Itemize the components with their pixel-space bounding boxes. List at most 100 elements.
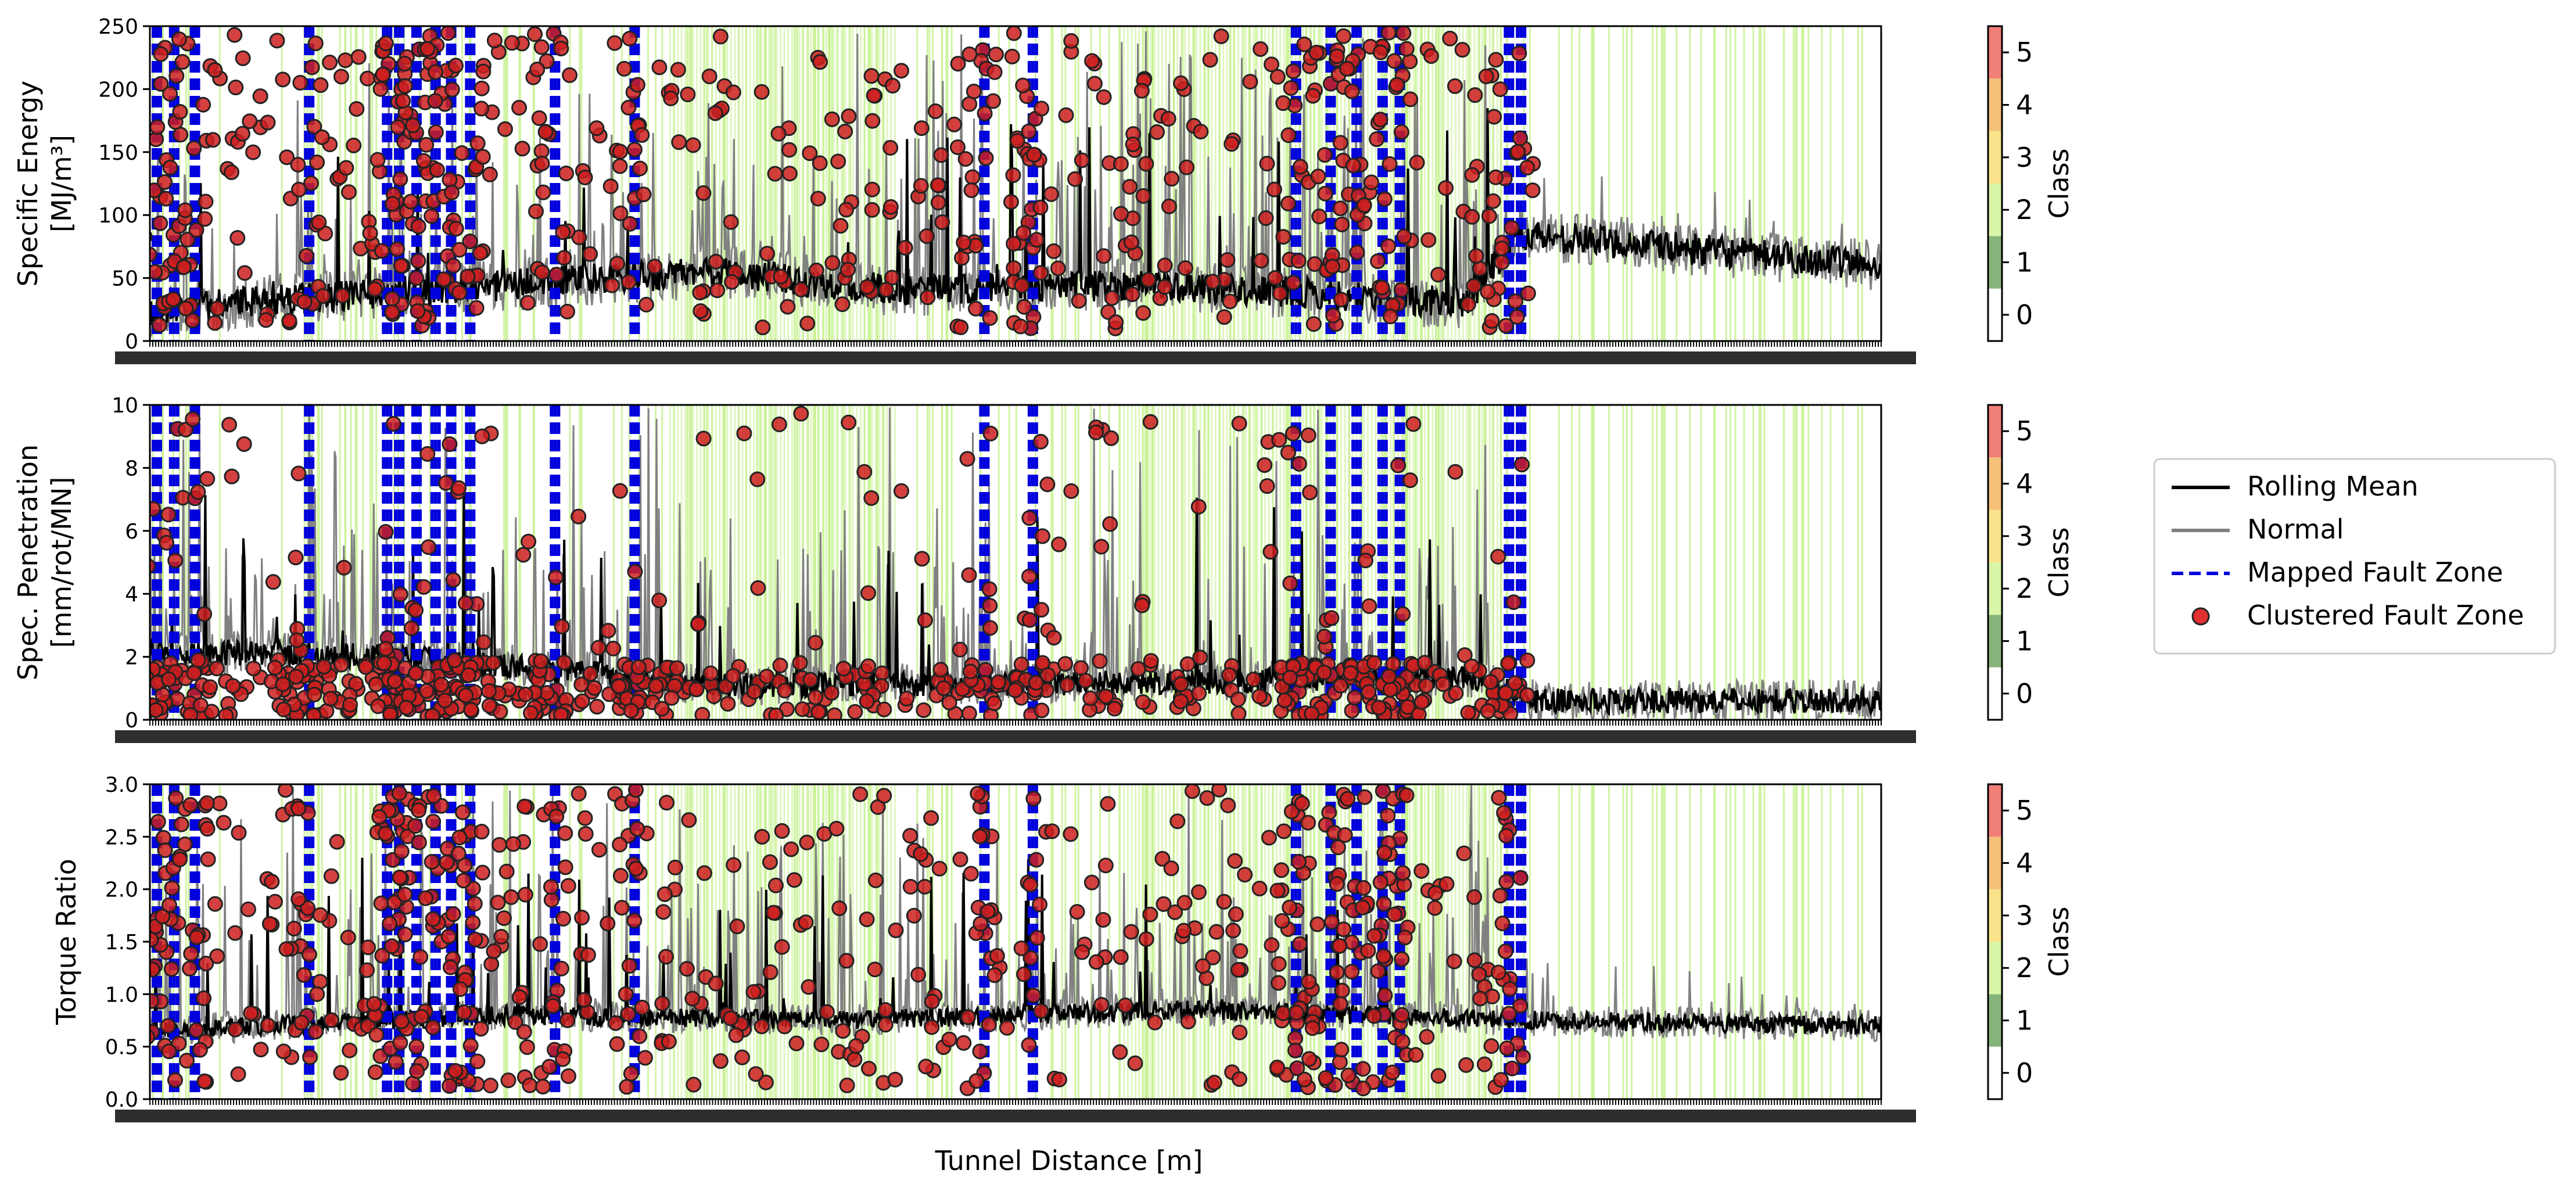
clustered-fault-point [1349,244,1365,260]
clustered-fault-point [207,62,223,78]
clustered-fault-point [197,211,213,227]
clustered-fault-point [927,103,943,120]
clustered-fault-point [612,483,628,499]
class-band [1591,405,1593,720]
clustered-fault-point [1364,174,1380,191]
clustered-fault-point [362,225,378,241]
class-band [764,26,766,341]
clustered-fault-point [754,828,770,845]
clustered-fault-point [1456,647,1473,663]
clustered-fault-point [924,1019,940,1035]
clustered-fault-point [446,652,462,669]
class-band [317,405,319,720]
class-band [695,405,698,720]
clustered-fault-point [511,99,528,116]
class-band [1245,784,1247,1099]
clustered-fault-point [956,1035,972,1051]
clustered-fault-point [1372,44,1389,60]
clustered-fault-point [1122,179,1138,195]
class-band [178,26,181,341]
clustered-fault-point [442,171,458,188]
class-band [518,405,521,720]
clustered-fault-point [425,813,442,830]
class-band [688,26,690,341]
clustered-fault-point [982,310,998,326]
clustered-fault-point [224,468,240,485]
clustered-fault-point [209,948,225,964]
clustered-fault-point [174,54,191,70]
clustered-fault-point [306,687,322,703]
clustered-fault-point [1524,182,1541,199]
class-band [1172,405,1175,720]
clustered-fault-point [736,425,752,442]
class-band [1050,405,1053,720]
clustered-fault-point [982,598,998,614]
clustered-fault-point [749,471,766,487]
class-band [1336,405,1339,720]
clustered-fault-point [1006,235,1022,252]
clustered-fault-point [913,120,930,137]
clustered-fault-point [225,678,241,694]
class-band [1656,784,1658,1099]
class-band [1052,26,1054,341]
class-band [1481,26,1483,341]
clustered-fault-point [224,164,240,180]
clustered-fault-point [460,667,476,683]
clustered-fault-point [970,785,986,802]
clustered-fault-point [1113,949,1129,965]
clustered-fault-point [448,221,464,237]
class-band [1393,784,1395,1099]
clustered-fault-point [1325,259,1341,275]
clustered-fault-point [1113,156,1129,172]
clustered-fault-point [613,899,630,916]
clustered-fault-point [553,960,569,977]
class-band [726,405,729,720]
class-band [1161,405,1163,720]
clustered-fault-point [167,552,184,569]
clustered-fault-point [293,1014,310,1031]
clustered-fault-point [1494,240,1510,256]
class-band [673,405,675,720]
clustered-fault-point [1013,656,1029,673]
clustered-fault-point [669,660,685,676]
clustered-fault-point [607,35,623,51]
class-band [875,405,877,720]
class-band [1285,405,1287,720]
clustered-fault-point [292,74,308,91]
clustered-fault-point [1413,694,1430,710]
class-band [807,26,809,341]
class-band [655,26,657,341]
clustered-fault-point [1427,885,1444,901]
clustered-fault-point [393,1013,410,1029]
clustered-fault-point [403,620,419,636]
clustered-fault-point [1259,478,1275,494]
clustered-fault-point [1135,694,1151,710]
class-band [793,784,795,1099]
clustered-fault-point [182,960,198,977]
clustered-fault-point [303,175,320,192]
class-band [807,784,809,1099]
class-band [655,784,657,1099]
clustered-fault-point [1192,649,1208,666]
class-band [1652,405,1654,720]
clustered-fault-point [218,708,234,720]
clustered-fault-point [384,196,400,212]
clustered-fault-point [207,896,223,912]
class-band [506,405,508,720]
class-band [1571,784,1573,1099]
clustered-fault-point [612,867,629,884]
class-band [1496,784,1498,1099]
clustered-fault-point [1481,208,1497,224]
clustered-fault-point [788,1035,805,1052]
clustered-fault-point [1308,45,1325,61]
clustered-fault-point [392,1035,408,1051]
y-tick-label: 100 [98,204,138,228]
clustered-fault-point [555,910,571,927]
class-band [1407,405,1409,720]
class-band [690,405,693,720]
class-band [1321,784,1323,1099]
clustered-fault-point [1016,966,1032,982]
clustered-fault-point [397,927,413,943]
class-band [1795,26,1797,341]
clustered-fault-point [1491,790,1507,806]
